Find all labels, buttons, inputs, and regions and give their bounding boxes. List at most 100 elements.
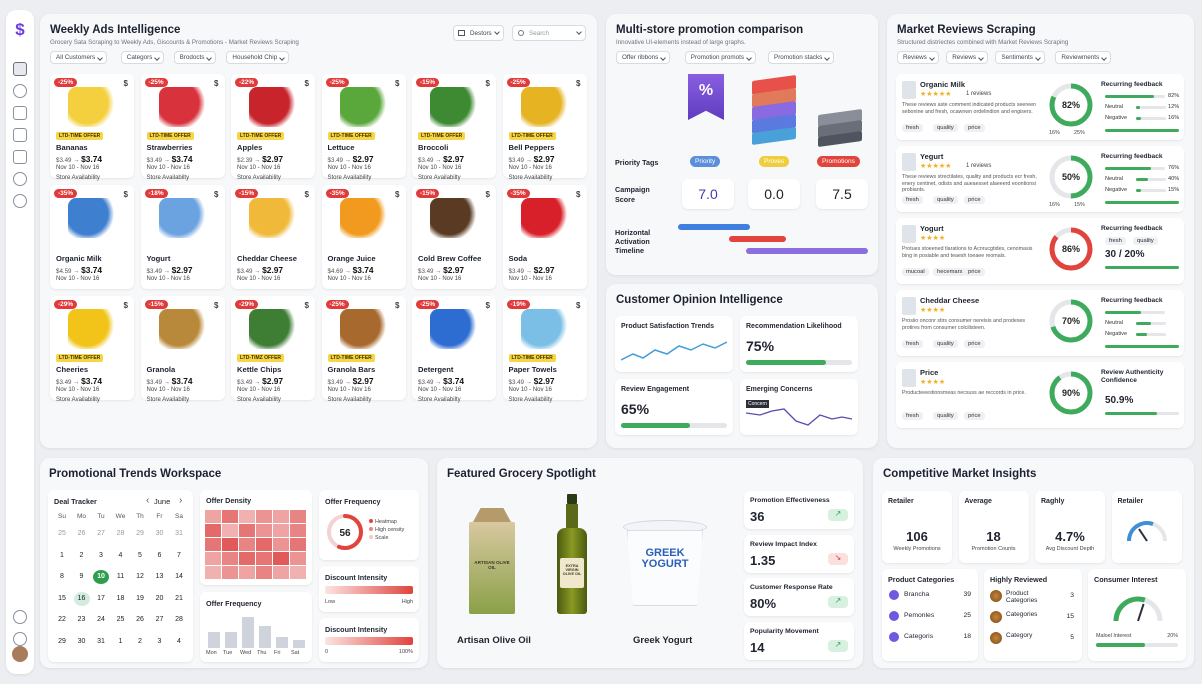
calendar-day[interactable]: 2	[79, 551, 84, 559]
calendar-day[interactable]: 1	[118, 637, 123, 645]
product-card[interactable]: -19% $ LTD-TIME OFFER Paper Towels $3.49 → $…	[502, 296, 587, 403]
review-tag[interactable]: price	[964, 196, 985, 204]
filter-chip[interactable]: All Customers	[50, 51, 108, 64]
metric-card[interactable]: Review Impact Index 1.35 ↘	[744, 534, 854, 573]
review-tag[interactable]: quality	[933, 340, 958, 348]
calendar-day[interactable]: 15	[58, 594, 66, 602]
product-card[interactable]: -29% $ LTD-TIME OFFER Cheeries $3.49 → $3.74…	[50, 296, 134, 403]
chevron-right-icon[interactable]: ›	[179, 495, 183, 506]
stores-dropdown[interactable]: Destors	[453, 25, 504, 41]
product-card[interactable]: -15% $ LTD-TIME OFFER Broccoli $3.49 → $2.97…	[412, 74, 496, 181]
calendar-day[interactable]: 12	[136, 573, 144, 580]
satisfaction-trends-card[interactable]: Product Satisfaction Trends	[615, 316, 733, 372]
calendar-day[interactable]: 9	[79, 573, 84, 580]
home-icon[interactable]	[13, 62, 27, 76]
product-card[interactable]: -25% $ Detergent $3.49 → $3.74 Nov 10 - Nov …	[412, 296, 496, 403]
review-tag[interactable]: quality	[933, 412, 958, 420]
settings-icon[interactable]	[13, 194, 27, 208]
product-card[interactable]: -25% $ LTD-TIME OFFER Strawberries $3.49 → $…	[140, 74, 225, 181]
review-tag[interactable]: fresh	[902, 412, 923, 420]
review-tag[interactable]: fresh	[902, 340, 923, 348]
calendar-day[interactable]: 6	[157, 551, 162, 559]
calendar-day[interactable]: 13	[155, 573, 164, 580]
calendar-day[interactable]: 11	[116, 573, 125, 580]
calendar-day[interactable]: 25	[116, 616, 125, 623]
product-card[interactable]: -15% $ Cheddar Cheese $3.49 → $2.97 Nov 10 -…	[231, 185, 315, 289]
review-tag[interactable]: price	[964, 340, 985, 348]
metric-card[interactable]: Promotion Effectiveness 36 ↗	[744, 491, 854, 529]
calendar-day[interactable]: 16	[73, 591, 90, 606]
calendar-day[interactable]: 30	[155, 530, 164, 537]
filter-chip[interactable]: Categors	[120, 51, 165, 64]
calendar-day[interactable]: 3	[157, 637, 162, 645]
search-input[interactable]: Search	[512, 25, 586, 41]
review-tag[interactable]: mucoal	[902, 268, 929, 276]
product-card[interactable]: -15% $ Cold Brew Coffee $3.49 → $2.97 Nov 10…	[412, 185, 496, 289]
calendar-day[interactable]: 14	[175, 573, 183, 580]
recommendation-card[interactable]: Recommendation Likelihood 75%	[740, 316, 858, 372]
calendar-day[interactable]: 4	[177, 637, 181, 645]
chevron-left-icon[interactable]: ‹	[146, 495, 150, 506]
image-icon[interactable]	[13, 128, 27, 142]
filter-chip[interactable]: Household Chip	[226, 51, 290, 64]
filter-chip[interactable]: Sentiments	[995, 51, 1045, 64]
filter-chip[interactable]: Promotion promots	[684, 51, 756, 64]
review-card[interactable]: Yogurt ★★★★ Protues stoeened tlarations to…	[896, 218, 1184, 284]
filter-chip[interactable]: Reviews	[946, 51, 988, 64]
calendar-day[interactable]: 31	[97, 637, 105, 645]
product-card[interactable]: -35% $ Soda $3.49 → $2.97 Nov 10 - Nov 16	[502, 185, 587, 289]
calendar-day[interactable]: 24	[97, 616, 105, 623]
calendar-day[interactable]: 5	[138, 551, 142, 559]
calendar-day[interactable]: 25	[58, 530, 66, 537]
calendar-day[interactable]: 27	[97, 530, 105, 537]
priority-tag[interactable]: Promotions	[817, 156, 860, 167]
calendar-day[interactable]: 19	[136, 594, 144, 602]
product-card[interactable]: -18% $ Yogurt $3.49 → $2.97 Nov 10 - Nov 16	[140, 185, 225, 289]
review-tag[interactable]: fresh	[902, 196, 923, 204]
calendar-day[interactable]: 8	[60, 573, 64, 580]
calendar-day[interactable]: 18	[116, 594, 125, 602]
app-logo[interactable]: $	[15, 20, 25, 39]
calendar-day[interactable]: 3	[99, 551, 103, 559]
priority-tag[interactable]: Priority	[690, 156, 721, 167]
chart-icon[interactable]	[13, 106, 27, 120]
review-card[interactable]: Cheddar Cheese ★★★★ Prosiio onconr stirs c…	[896, 290, 1184, 356]
filter-chip[interactable]: Brodocts	[173, 51, 217, 64]
emerging-concerns-card[interactable]: Emerging Concerns Concern	[740, 379, 858, 435]
product-card[interactable]: -25% $ LTD-TIME OFFER Lettuce $3.49 → $2.97 N…	[321, 74, 406, 181]
calendar-day[interactable]: 28	[116, 530, 125, 537]
filter-chip[interactable]: Reviews	[897, 51, 939, 64]
calendar-day[interactable]: 21	[175, 594, 183, 602]
product-card[interactable]: -29% $ LTD-TIMZ OFFER Kettle Chips $3.49 → $…	[231, 296, 315, 403]
review-tag[interactable]: price	[964, 268, 985, 276]
review-tag[interactable]: fresh	[902, 124, 923, 132]
calendar-day[interactable]: 20	[155, 594, 164, 602]
product-card[interactable]: -15% $ Granola $3.49 → $3.74 Nov 10 - Nov 16…	[140, 296, 225, 403]
review-tag[interactable]: price	[964, 124, 985, 132]
feedback-pill[interactable]: quality	[1133, 237, 1158, 245]
product-card[interactable]: -22% $ LTD-TIME OFFER Apples $2.39 → $2.97 No…	[231, 74, 315, 181]
calendar-day[interactable]: 26	[77, 530, 86, 537]
review-card[interactable]: Price ★★★★ Producteeestionsmeas necsuss ae…	[896, 362, 1184, 428]
product-card[interactable]: -35% $ Organic Milk $4.59 → $3.74 Nov 10 - N…	[50, 185, 134, 289]
calendar-day[interactable]: 7	[177, 551, 181, 559]
review-card[interactable]: Organic Milk ★★★★★ 1 reviews These reviews …	[896, 74, 1184, 140]
product-card[interactable]: -25% $ LTD-TIME OFFER Bananas $3.49 → $3.74 N…	[50, 74, 134, 181]
calendar-day[interactable]: 28	[175, 616, 183, 623]
layers-icon[interactable]	[13, 172, 27, 186]
calendar-day[interactable]: 4	[118, 551, 123, 559]
product-card[interactable]: -25% $ LTD-TIME OFFER Bell Peppers $3.49 → $…	[502, 74, 587, 181]
engagement-card[interactable]: Review Engagement 65%	[615, 379, 733, 435]
calendar-day[interactable]: 29	[58, 637, 66, 645]
calendar-day[interactable]: 23	[77, 616, 86, 623]
calendar-day[interactable]: 30	[77, 637, 86, 645]
filter-chip[interactable]: Promotion stacks	[768, 51, 835, 64]
priority-tag[interactable]: Proves	[759, 156, 790, 167]
calendar-day[interactable]: 27	[155, 616, 164, 623]
help-icon[interactable]	[13, 632, 27, 646]
grid-icon[interactable]	[13, 84, 27, 98]
calendar-day[interactable]: 29	[136, 530, 144, 537]
review-tag[interactable]: hecemars	[933, 268, 967, 276]
calendar-day[interactable]: 2	[138, 637, 142, 645]
bar-chart-icon[interactable]	[13, 150, 27, 164]
